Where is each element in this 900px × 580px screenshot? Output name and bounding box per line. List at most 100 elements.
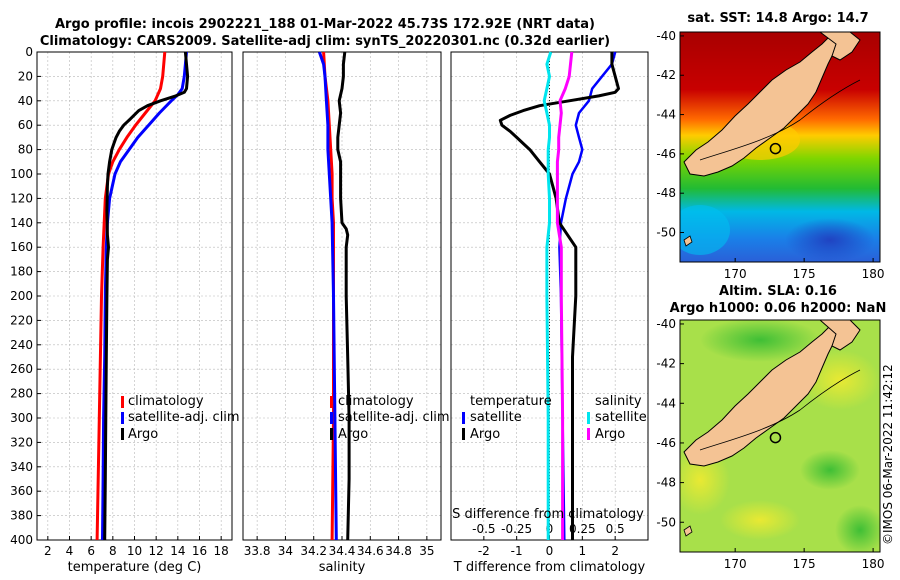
temp-argo-line bbox=[103, 51, 190, 541]
map-y-tick-label: -48 bbox=[656, 186, 676, 200]
sal-argo-line bbox=[336, 51, 351, 541]
legend-sal-climatology-swatch bbox=[330, 396, 333, 408]
legend-sal-climatology: climatology bbox=[338, 394, 414, 409]
s-diff-tick-label: 0.5 bbox=[606, 522, 625, 536]
y-tick-label: 300 bbox=[10, 411, 33, 425]
sst-land-stewart-island bbox=[683, 235, 693, 247]
x-tick-label: 16 bbox=[192, 544, 207, 558]
sal-satellite-line bbox=[317, 51, 338, 541]
sst-map-axes: 170 175 180 -40 -42 -44 -46 -48 -50 bbox=[656, 29, 884, 281]
y-tick-label: 220 bbox=[10, 313, 33, 327]
sla-map-axes: 170 175 180 -40 -42 -44 -46 -48 -50 bbox=[656, 317, 884, 571]
y-tick-label: 100 bbox=[10, 167, 33, 181]
salinity-panel: 33.8 34 34.2 34.4 34.6 34.8 35 salinity bbox=[242, 51, 442, 575]
legend-sal-satellite: satellite-adj. clim bbox=[338, 410, 450, 425]
x-tick-label: 2 bbox=[611, 544, 619, 558]
y-tick-label: 140 bbox=[10, 216, 33, 230]
y-tick-label: 60 bbox=[18, 118, 33, 132]
sla-land-north-island bbox=[819, 320, 861, 351]
map-y-tick-label: -42 bbox=[656, 357, 676, 371]
y-tick-label: 280 bbox=[10, 387, 33, 401]
legend-sal-argo: Argo bbox=[338, 427, 368, 442]
x-tick-label: 34.4 bbox=[329, 544, 356, 558]
map-y-tick-label: -46 bbox=[656, 436, 676, 450]
x-tick-label: 18 bbox=[214, 544, 229, 558]
map-y-tick-label: -40 bbox=[656, 29, 676, 43]
legend-satellite: satellite-adj. clim bbox=[128, 410, 240, 425]
y-tick-label: 40 bbox=[18, 94, 33, 108]
y-tick-label: 340 bbox=[10, 460, 33, 474]
legend-satellite-swatch bbox=[121, 412, 124, 424]
figure-title-line1: Argo profile: incois 2902221_188 01-Mar-… bbox=[55, 17, 595, 32]
diff-s-satellite-line bbox=[542, 51, 553, 540]
legend-t-argo-swatch bbox=[462, 428, 465, 440]
temp-climatology-line bbox=[95, 51, 167, 541]
sla-argo-marker bbox=[769, 431, 782, 444]
x-tick-label: 10 bbox=[127, 544, 142, 558]
x-tick-label: 34 bbox=[278, 544, 293, 558]
sst-map-title: sat. SST: 14.8 Argo: 14.7 bbox=[687, 11, 868, 26]
legend-t-argo: Argo bbox=[470, 427, 500, 442]
map-y-tick-label: -46 bbox=[656, 147, 676, 161]
x-tick-label: 34.8 bbox=[385, 544, 412, 558]
x-tick-label: 33.8 bbox=[244, 544, 271, 558]
diff-top-axis-label: S difference from climatology bbox=[452, 507, 644, 522]
y-tick-label: 180 bbox=[10, 265, 33, 279]
figure-title-line2: Climatology: CARS2009. Satellite-adj cli… bbox=[40, 34, 610, 49]
y-tick-label: 0 bbox=[25, 45, 33, 59]
map-x-tick-label: 175 bbox=[793, 267, 816, 281]
x-tick-label: -1 bbox=[511, 544, 523, 558]
map-x-tick-label: 170 bbox=[724, 267, 747, 281]
map-x-tick-label: 175 bbox=[793, 557, 816, 571]
difference-panel: -2 -1 0 1 2 T difference from climatology -0.5… bbox=[450, 51, 649, 575]
sst-map-image bbox=[680, 32, 880, 262]
x-tick-label: 4 bbox=[66, 544, 74, 558]
x-tick-label: 6 bbox=[87, 544, 95, 558]
sla-map-image bbox=[680, 320, 880, 552]
map-y-tick-label: -44 bbox=[656, 396, 676, 410]
diff-s-argo-line bbox=[555, 51, 574, 540]
salinity-legend: climatology satellite-adj. clim Argo bbox=[330, 394, 450, 442]
difference-legend: temperature satellite Argo salinity sate… bbox=[462, 394, 647, 442]
x-tick-label: 34.2 bbox=[300, 544, 327, 558]
sst-map-frame bbox=[679, 31, 881, 263]
y-tick-label: 240 bbox=[10, 338, 33, 352]
x-tick-label: 12 bbox=[149, 544, 164, 558]
s-diff-tick-label: -0.25 bbox=[501, 522, 532, 536]
map-y-tick-label: -50 bbox=[656, 515, 676, 529]
sst-argo-marker bbox=[769, 142, 782, 155]
x-tick-label: 2 bbox=[44, 544, 52, 558]
sla-land-stewart-island bbox=[683, 525, 693, 537]
s-diff-tick-label: 0.25 bbox=[569, 522, 596, 536]
y-tick-label: 160 bbox=[10, 240, 33, 254]
sla-map-subtitle: Argo h1000: 0.06 h2000: NaN bbox=[670, 301, 887, 316]
map-x-tick-label: 170 bbox=[724, 557, 747, 571]
legend-t-satellite-swatch bbox=[462, 412, 465, 424]
map-y-tick-label: -48 bbox=[656, 476, 676, 490]
x-tick-label: -2 bbox=[478, 544, 490, 558]
legend-sal-argo-swatch bbox=[330, 428, 333, 440]
x-tick-label: 0 bbox=[546, 544, 554, 558]
map-y-tick-label: -44 bbox=[656, 108, 676, 122]
legend-t-satellite: satellite bbox=[470, 410, 522, 425]
y-tick-label: 200 bbox=[10, 289, 33, 303]
legend-temperature-title: temperature bbox=[470, 394, 552, 409]
y-tick-label: 20 bbox=[18, 69, 33, 83]
y-tick-label: 320 bbox=[10, 435, 33, 449]
x-tick-label: 35 bbox=[419, 544, 434, 558]
legend-climatology: climatology bbox=[128, 394, 204, 409]
legend-s-satellite: satellite bbox=[595, 410, 647, 425]
map-x-tick-label: 180 bbox=[862, 267, 885, 281]
legend-argo-swatch bbox=[121, 428, 124, 440]
x-tick-label: 14 bbox=[170, 544, 185, 558]
temperature-legend: climatology satellite-adj. clim Argo bbox=[121, 394, 240, 442]
temperature-panel: 2 4 6 8 10 12 14 16 1802040608010012014016018020… bbox=[10, 45, 233, 575]
y-tick-label: 360 bbox=[10, 484, 33, 498]
x-axis-label: salinity bbox=[319, 560, 366, 575]
y-tick-label: 380 bbox=[10, 509, 33, 523]
legend-s-satellite-swatch bbox=[587, 412, 590, 424]
x-tick-label: 1 bbox=[579, 544, 587, 558]
legend-salinity-title: salinity bbox=[595, 394, 642, 409]
map-y-tick-label: -50 bbox=[656, 226, 676, 240]
